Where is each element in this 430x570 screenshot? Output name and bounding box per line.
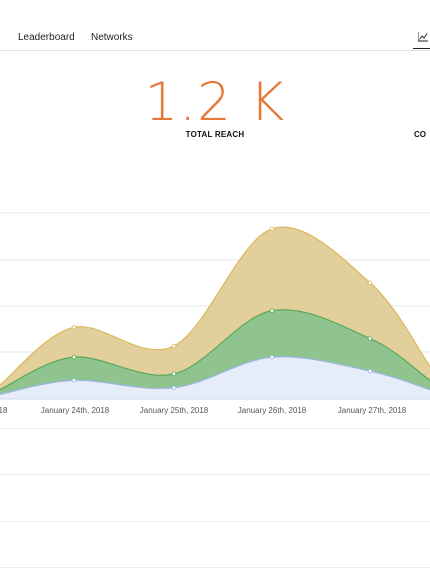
data-point-series-2 <box>269 308 275 313</box>
tab-leaderboard[interactable]: Leaderboard <box>18 32 75 43</box>
chart-view-toggle[interactable] <box>413 28 430 49</box>
chart-areas <box>0 226 430 400</box>
data-point-series-1 <box>269 226 275 232</box>
second-metric-label: CO <box>414 130 426 139</box>
line-chart-icon <box>418 32 428 42</box>
data-point-series-1 <box>171 343 177 349</box>
top-nav: Leaderboard Networks <box>0 0 430 51</box>
data-point-series-2 <box>71 354 77 360</box>
x-tick-label: January 26th, 2018 <box>238 406 307 415</box>
x-axis-labels: 18 January 24th, 2018 January 25th, 2018 Ja… <box>0 406 407 415</box>
data-point-series-3 <box>269 354 275 360</box>
x-tick-label: 18 <box>0 406 8 415</box>
x-tick-label: January 24th, 2018 <box>41 406 110 415</box>
reach-area-chart: 18 January 24th, 2018 January 25th, 2018 Ja… <box>0 212 430 415</box>
grid-line <box>0 521 430 522</box>
area-series-3 <box>0 356 430 399</box>
x-tick-label: January 25th, 2018 <box>140 406 209 415</box>
total-reach-value: 1.2 K <box>144 72 286 133</box>
data-point-series-1 <box>71 325 77 330</box>
grid-line <box>0 567 430 568</box>
data-point-series-3 <box>171 385 177 391</box>
data-point-series-2 <box>367 336 373 341</box>
data-point-series-3 <box>71 378 77 383</box>
data-point-series-1 <box>367 280 373 285</box>
grid-line <box>0 428 430 429</box>
data-point-series-2 <box>171 371 177 377</box>
tab-networks[interactable]: Networks <box>91 32 133 43</box>
x-tick-label: January 27th, 2018 <box>338 406 407 415</box>
chart-points <box>71 226 373 391</box>
data-point-series-3 <box>367 368 373 374</box>
total-reach-label: TOTAL REACH <box>185 130 245 139</box>
grid-line <box>0 474 430 475</box>
